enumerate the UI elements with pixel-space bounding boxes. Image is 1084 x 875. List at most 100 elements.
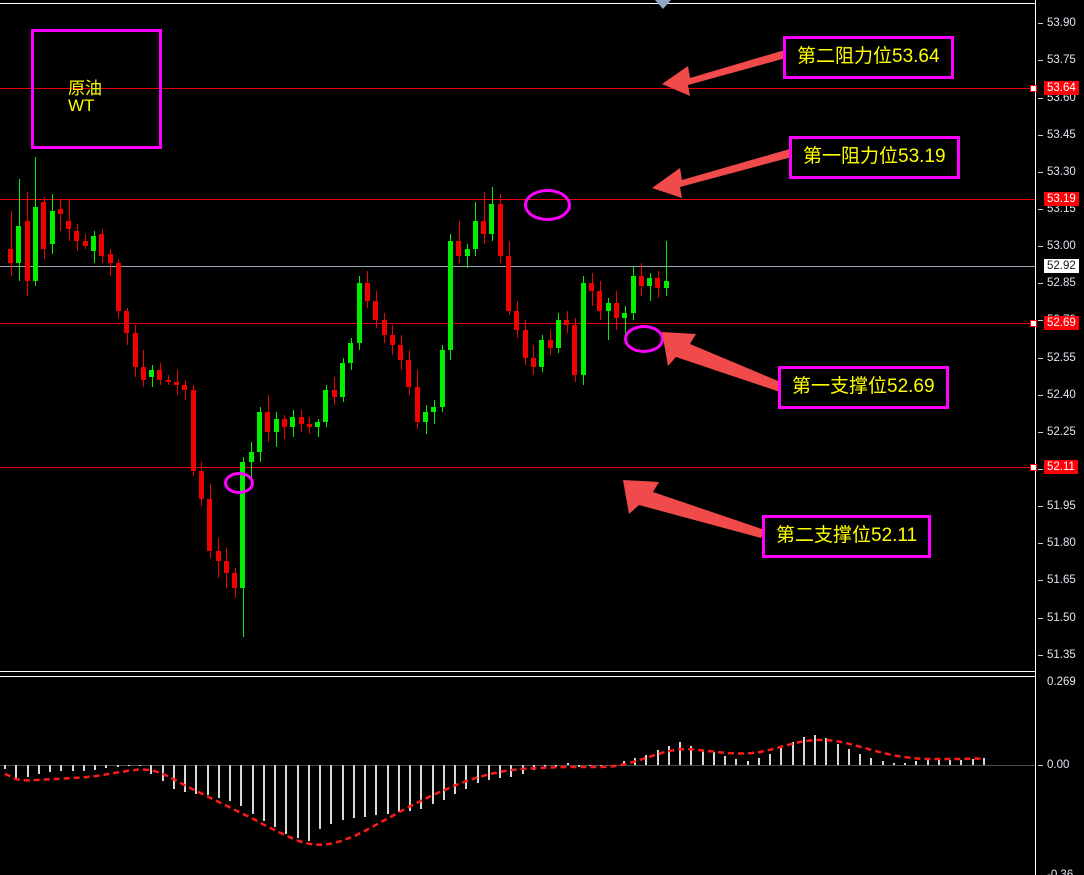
macd-bar: [94, 764, 96, 771]
macd-bar: [454, 764, 456, 794]
price-tick-label: 51.80: [1047, 537, 1076, 550]
candle-body-bullish: [290, 416, 295, 427]
macd-bar: [364, 764, 366, 817]
candle-body-bullish: [489, 204, 494, 234]
macd-bar: [589, 764, 591, 767]
candle-body-bearish: [66, 221, 71, 229]
candle-body-bullish: [323, 389, 328, 422]
current-price-line[interactable]: [0, 265, 1035, 267]
price-badge-52-92[interactable]: 52.92: [1044, 258, 1079, 273]
candle-body-bullish: [473, 221, 478, 249]
callout-resistance-1[interactable]: 第一阻力位53.19: [789, 136, 960, 179]
price-tick-mark: [1038, 617, 1043, 619]
candle-body-bullish: [431, 407, 436, 413]
price-tick-mark: [1038, 97, 1043, 99]
ellipse-support-1[interactable]: [624, 325, 664, 353]
price-tick-mark: [1038, 23, 1043, 25]
candle-body-bullish: [664, 280, 669, 289]
macd-bar: [375, 764, 377, 816]
candle-wick: [318, 419, 319, 437]
candle-body-bearish: [265, 412, 270, 432]
macd-signal-line: [4, 738, 984, 847]
support-2-line[interactable]: [0, 466, 1035, 468]
callout-support-1[interactable]: 第一支撑位52.69: [778, 366, 949, 409]
macd-bar: [15, 764, 17, 779]
price-tick-label: 52.55: [1047, 351, 1076, 364]
candle-body-bearish: [531, 357, 536, 368]
level-drag-handle[interactable]: [1030, 319, 1037, 327]
price-tick-mark: [1038, 60, 1043, 62]
macd-bar: [173, 764, 175, 790]
price-tick-label: 53.75: [1047, 54, 1076, 67]
macd-bar: [578, 764, 580, 767]
price-tick-mark: [1038, 394, 1043, 396]
candle-body-bearish: [572, 325, 577, 375]
candle-wick: [666, 241, 667, 296]
candle-body-bearish: [332, 389, 337, 398]
macd-bar: [927, 760, 929, 765]
macd-bar: [229, 764, 231, 802]
macd-bar: [848, 749, 850, 765]
symbol-label-box: 原油 WT: [31, 29, 162, 149]
candle-body-bullish: [257, 412, 262, 452]
macd-bar: [207, 764, 209, 796]
candle-body-bullish: [249, 451, 254, 462]
arrow-to-support-1: [662, 332, 790, 392]
candle-body-bearish: [498, 204, 503, 257]
macd-bar: [139, 764, 141, 767]
price-tick-mark: [1038, 171, 1043, 173]
price-badge-53-64[interactable]: 53.64: [1044, 80, 1079, 95]
panel-divider-upper: [0, 671, 1035, 672]
ellipse-resistance-1[interactable]: [524, 189, 571, 221]
price-axis[interactable]: 53.90 53.75 53.60 53.45 53.30 53.15 53.00 52.85…: [1035, 0, 1084, 875]
price-tick-mark: [1038, 283, 1043, 285]
resistance-2-line[interactable]: [0, 87, 1035, 89]
candle-wick: [85, 233, 86, 249]
macd-indicator-panel[interactable]: [0, 682, 1035, 875]
candle-body-bearish: [199, 471, 204, 499]
macd-bar: [870, 757, 872, 765]
level-drag-handle[interactable]: [1030, 84, 1037, 92]
resistance-1-line[interactable]: [0, 199, 1035, 201]
candle-body-bearish: [83, 241, 88, 247]
candle-body-bearish: [58, 209, 63, 214]
macd-bar: [420, 764, 422, 810]
candle-body-bullish: [622, 313, 627, 318]
macd-bar: [387, 764, 389, 814]
candle-body-bearish: [8, 248, 13, 264]
macd-bar: [263, 764, 265, 822]
candle-body-bullish: [348, 342, 353, 363]
macd-bar: [488, 764, 490, 780]
candle-wick: [608, 298, 609, 341]
candle-wick: [650, 273, 651, 301]
candle-body-bearish: [41, 201, 46, 249]
candle-body-bearish: [597, 290, 602, 311]
ellipse-support-2[interactable]: [224, 472, 254, 494]
macd-bar: [285, 764, 287, 834]
candle-wick: [251, 441, 252, 482]
candle-wick: [434, 399, 435, 425]
candle-wick: [484, 191, 485, 244]
candle-body-bearish: [141, 367, 146, 380]
price-tick-label: 51.95: [1047, 500, 1076, 513]
macd-bar: [105, 764, 107, 769]
candle-body-bearish: [382, 320, 387, 336]
macd-bar: [882, 760, 884, 765]
price-badge-52-11[interactable]: 52.11: [1044, 459, 1078, 474]
macd-bar: [600, 764, 602, 766]
candle-body-bearish: [564, 320, 569, 326]
candle-body-bearish: [398, 345, 403, 361]
price-badge-52-69[interactable]: 52.69: [1044, 315, 1079, 330]
chevron-down-icon: [655, 0, 671, 9]
callout-resistance-2[interactable]: 第二阻力位53.64: [783, 36, 954, 79]
price-chart-panel[interactable]: [0, 6, 1035, 672]
level-drag-handle[interactable]: [1030, 463, 1037, 471]
arrow-to-support-2: [623, 480, 765, 538]
candle-body-bearish: [655, 278, 660, 289]
candle-body-bearish: [614, 303, 619, 318]
price-tick-label: 51.65: [1047, 574, 1076, 587]
callout-support-2[interactable]: 第二支撑位52.11: [762, 515, 932, 558]
price-badge-53-19[interactable]: 53.19: [1044, 192, 1079, 207]
macd-bar: [319, 764, 321, 829]
candle-body-bearish: [224, 560, 229, 573]
